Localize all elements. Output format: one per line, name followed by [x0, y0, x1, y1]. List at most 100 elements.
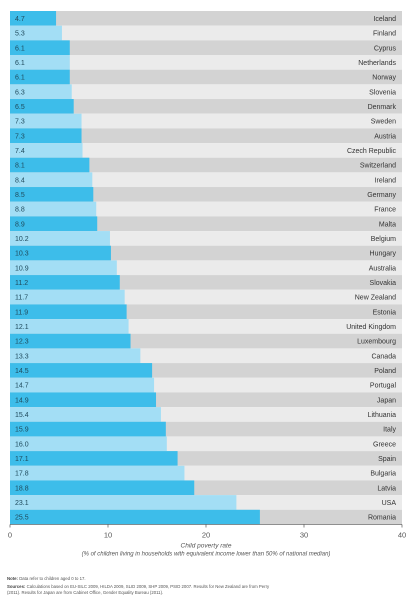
- bar: [10, 333, 131, 349]
- row-background: [10, 187, 402, 202]
- value-label: 6.5: [15, 104, 25, 111]
- x-tick-label: 30: [300, 530, 308, 539]
- country-label: Austria: [374, 133, 396, 140]
- value-label: 8.4: [15, 177, 25, 184]
- value-label: 15.4: [15, 412, 29, 419]
- value-label: 15.9: [15, 427, 29, 434]
- sources-label: Sources:: [7, 584, 26, 589]
- value-label: 8.8: [15, 207, 25, 214]
- value-labels: 4.7 5.3 6.1 6.1 6.1 6.3 6.5 7.3 7.3 7.4 8.1 8.4 8.5 8…: [15, 16, 29, 522]
- bar: [10, 187, 94, 202]
- value-label: 14.7: [15, 383, 29, 390]
- country-label: Denmark: [368, 104, 397, 111]
- value-label: 18.8: [15, 485, 29, 492]
- bar: [10, 69, 70, 85]
- country-label: Slovenia: [369, 89, 396, 96]
- x-tick-label: 40: [398, 530, 406, 539]
- country-label: Sweden: [371, 119, 396, 126]
- row-background: [10, 40, 402, 56]
- value-label: 11.7: [15, 295, 28, 302]
- value-label: 17.8: [15, 471, 29, 478]
- row-background: [10, 11, 402, 26]
- country-label: Japan: [377, 397, 396, 404]
- country-label: Finland: [373, 31, 396, 38]
- country-label: Luxembourg: [357, 339, 396, 346]
- note-text: Data refer to children aged 0 to 17.: [19, 576, 86, 581]
- bar: [10, 128, 82, 144]
- bar: [10, 25, 62, 41]
- bars: [10, 11, 260, 525]
- country-label: Slovakia: [370, 280, 397, 287]
- x-tick-label: 20: [202, 530, 210, 539]
- country-label: Estonia: [373, 309, 396, 316]
- row-background: [10, 113, 402, 129]
- bar: [10, 304, 127, 320]
- country-label: Belgium: [371, 236, 396, 243]
- country-label: Hungary: [370, 251, 397, 258]
- bar: [10, 40, 70, 56]
- country-label: Germany: [367, 192, 396, 199]
- bar: [10, 55, 70, 70]
- bar: [10, 289, 125, 305]
- value-label: 11.9: [15, 309, 28, 316]
- value-label: 10.2: [15, 236, 29, 243]
- row-background: [10, 84, 402, 100]
- x-axis-label-title: Child poverty rate: [181, 542, 232, 549]
- bar: [10, 495, 237, 510]
- bar: [10, 465, 185, 481]
- country-label: Lithuania: [368, 412, 397, 419]
- value-label: 17.1: [15, 456, 29, 463]
- row-background: [10, 55, 402, 70]
- note-label: Note:: [7, 576, 18, 581]
- bar: [10, 421, 166, 437]
- bar: [10, 451, 178, 466]
- value-label: 10.9: [15, 265, 29, 272]
- x-tick-label: 0: [8, 530, 12, 539]
- bar: [10, 260, 117, 276]
- country-label: Netherlands: [358, 60, 396, 67]
- row-background: [10, 25, 402, 41]
- sources-text-line1: Calculations based on EU-SILC 2009, HILD…: [26, 584, 270, 589]
- bar: [10, 172, 93, 188]
- country-label: France: [374, 207, 396, 214]
- child-poverty-chart: 4.7 5.3 6.1 6.1 6.1 6.3 6.5 7.3 7.3 7.4 8.1 8.4 8.5 8…: [8, 11, 406, 557]
- country-label: Switzerland: [360, 163, 396, 170]
- sources-continued: (2011). Results for Japan are from Cabin…: [7, 590, 163, 595]
- bar: [10, 113, 82, 129]
- x-tick-label: 10: [104, 530, 112, 539]
- country-label: New Zealand: [355, 295, 396, 302]
- value-label: 25.5: [15, 515, 29, 522]
- bar: [10, 231, 110, 246]
- bar: [10, 216, 98, 232]
- value-label: 6.3: [15, 89, 25, 96]
- row-background: [10, 69, 402, 85]
- country-label: Canada: [371, 353, 396, 360]
- bar: [10, 436, 167, 452]
- value-label: 7.3: [15, 119, 25, 126]
- row-background: [10, 172, 402, 188]
- country-label: Portugal: [370, 383, 397, 390]
- value-label: 14.9: [15, 397, 29, 404]
- bar: [10, 245, 111, 261]
- value-label: 8.1: [15, 163, 25, 170]
- value-label: 4.7: [15, 16, 25, 23]
- value-label: 16.0: [15, 441, 29, 448]
- country-label: Ireland: [375, 177, 397, 184]
- bar: [10, 480, 195, 496]
- sources-text-line2: (2011). Results for Japan are from Cabin…: [7, 590, 164, 595]
- value-label: 8.9: [15, 221, 25, 228]
- bar: [10, 363, 153, 378]
- x-axis-label-subtitle: (% of children living in households with…: [82, 551, 331, 557]
- value-label: 8.5: [15, 192, 25, 199]
- bar: [10, 377, 155, 393]
- value-label: 6.1: [15, 75, 25, 82]
- bar: [10, 509, 260, 525]
- value-label: 6.1: [15, 60, 25, 67]
- country-label: Iceland: [373, 16, 396, 23]
- bar: [10, 99, 74, 114]
- country-label: Cyprus: [374, 45, 397, 52]
- note: Note: Data refer to children aged 0 to 1…: [7, 576, 86, 581]
- row-background: [10, 99, 402, 114]
- row-background: [10, 128, 402, 144]
- country-label: Latvia: [377, 485, 396, 492]
